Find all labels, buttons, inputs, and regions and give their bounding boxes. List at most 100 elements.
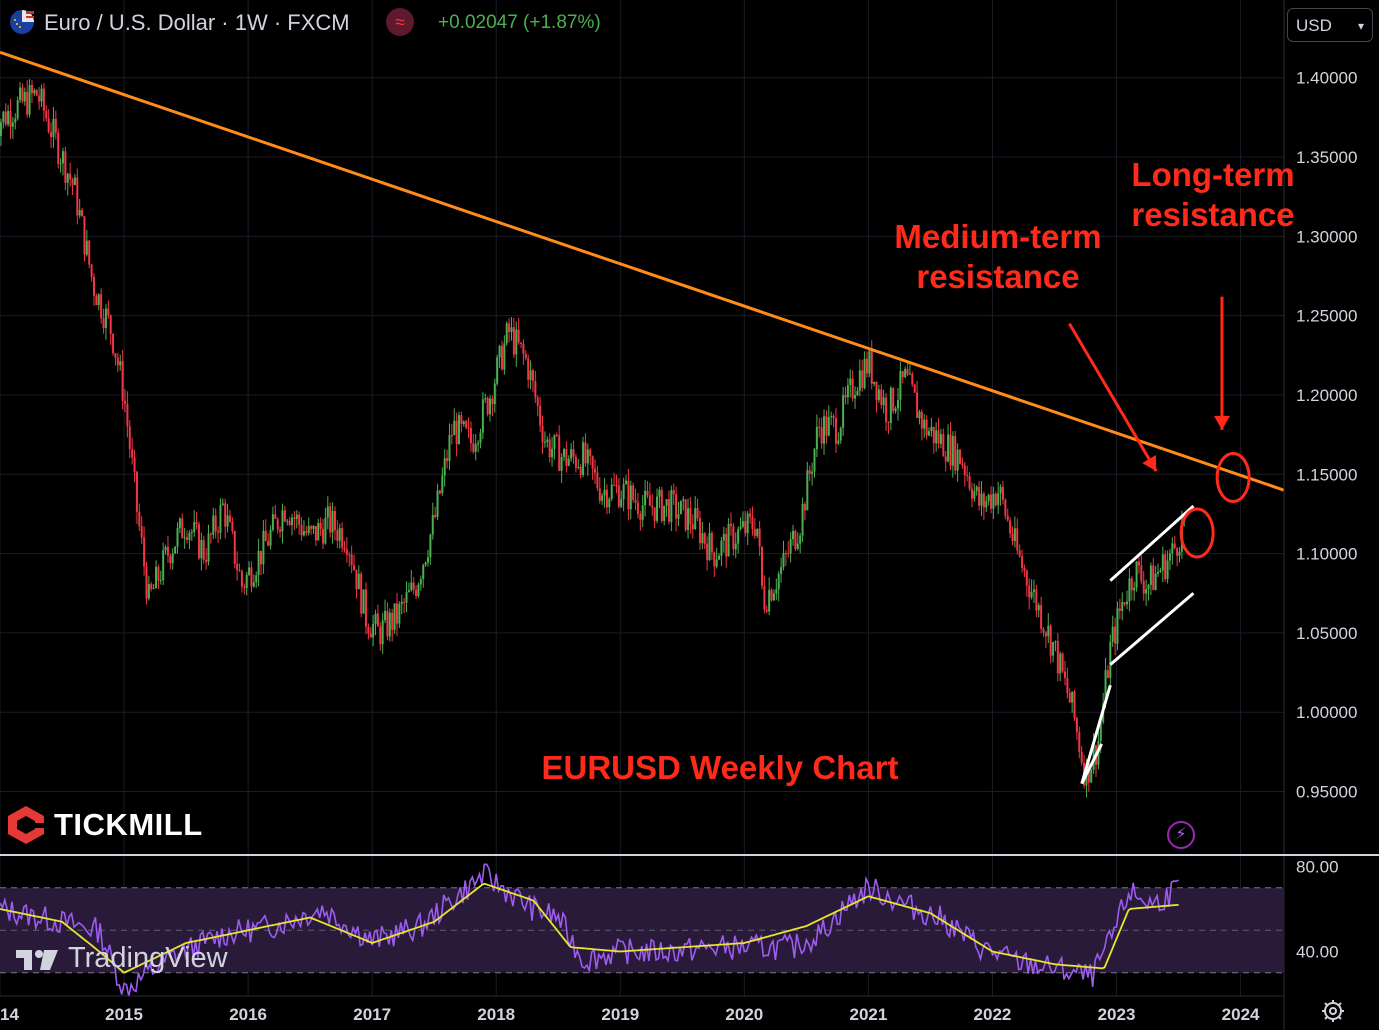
candle-body	[174, 546, 177, 554]
candle-body	[236, 563, 239, 571]
lightning-icon[interactable]: ⚡	[1167, 821, 1195, 849]
candle-body	[951, 436, 954, 466]
candle-body	[753, 529, 756, 536]
candle-body	[226, 515, 229, 527]
wave-icon[interactable]: ≈	[386, 8, 414, 36]
candle-body	[999, 486, 1002, 494]
candle-body	[608, 498, 611, 508]
candle-body	[756, 528, 759, 536]
candle-body	[562, 449, 565, 458]
time-tick-label: 2014	[0, 1005, 19, 1024]
candle-body	[1145, 588, 1148, 594]
resistance-circles	[1179, 451, 1251, 559]
candle-body	[1114, 626, 1117, 644]
candle-body	[427, 557, 429, 563]
candle-body	[324, 517, 327, 544]
candle-body	[975, 486, 978, 492]
candle-body	[949, 434, 952, 466]
candle-body	[1028, 585, 1031, 598]
candle-body	[57, 132, 60, 164]
chevron-down-icon: ▾	[1357, 19, 1364, 33]
price-tick-label: 1.40000	[1296, 69, 1357, 88]
candle-body	[560, 457, 563, 471]
time-tick-label: 2023	[1098, 1005, 1136, 1024]
candle-body	[231, 521, 234, 532]
candle-body	[648, 495, 651, 506]
candle-body	[780, 567, 783, 574]
candle-body	[906, 368, 909, 375]
candle-body	[155, 566, 158, 589]
candle-body	[1157, 572, 1160, 574]
candle-body	[40, 88, 43, 102]
candle-body	[1063, 671, 1066, 678]
candle-body	[574, 456, 577, 468]
candle-body	[813, 449, 816, 472]
candle-body	[849, 378, 852, 386]
candle-body	[658, 489, 661, 497]
candle-body	[219, 504, 222, 533]
support-line[interactable]	[1080, 684, 1112, 785]
candle-body	[782, 553, 785, 568]
candle-body	[572, 449, 575, 457]
gear-icon[interactable]	[1320, 998, 1346, 1024]
long-term-trendline[interactable]	[0, 50, 1285, 492]
candle-body	[689, 508, 692, 525]
candle-body	[660, 489, 663, 521]
candle-body	[1066, 677, 1069, 694]
candle-body	[610, 484, 613, 499]
candle-body	[415, 589, 418, 596]
candle-body	[240, 571, 243, 587]
candle-body	[1006, 515, 1009, 521]
candle-body	[159, 580, 162, 582]
candle-body	[973, 491, 976, 499]
currency-selector[interactable]: USD ▾	[1287, 8, 1373, 42]
support-line-lower[interactable]	[1080, 743, 1103, 785]
channel-lower-line[interactable]	[1109, 592, 1195, 666]
candle-body	[887, 421, 890, 423]
candle-body	[691, 524, 694, 530]
candle-body	[582, 442, 585, 475]
time-tick-label: 2018	[477, 1005, 515, 1024]
candle-body	[794, 530, 797, 549]
candle-body	[190, 531, 193, 533]
price-tick-label: 1.10000	[1296, 545, 1357, 564]
candle-body	[35, 90, 38, 96]
candle-body	[980, 493, 983, 506]
symbol-title[interactable]: Euro / U.S. Dollar · 1W · FXCM	[44, 10, 350, 35]
time-tick-label: 2016	[229, 1005, 267, 1024]
candle-body	[811, 471, 814, 474]
candle-body	[379, 626, 382, 645]
price-tick-label: 1.20000	[1296, 386, 1357, 405]
candle-body	[209, 533, 212, 535]
candle-body	[331, 510, 334, 533]
candle-body	[803, 503, 806, 511]
candle-body	[565, 449, 568, 466]
candle-body	[1149, 565, 1152, 585]
candle-body	[639, 514, 642, 520]
candle-body	[138, 511, 141, 527]
candle-body	[374, 613, 377, 624]
candle-body	[646, 490, 649, 496]
candle-body	[489, 398, 492, 415]
tickmill-logo: TICKMILL	[6, 804, 203, 846]
candle-body	[400, 601, 403, 604]
candle-body	[505, 323, 508, 344]
rsi-tick-label: 40.00	[1296, 943, 1339, 962]
candle-body	[131, 449, 134, 458]
channel-upper-line[interactable]	[1109, 504, 1195, 582]
candle-body	[205, 559, 208, 562]
candle-body	[751, 516, 754, 530]
candle-body	[30, 85, 33, 94]
candle-body	[861, 370, 864, 388]
candle-body	[417, 584, 420, 596]
time-axis-labels: 2014 2015 2016 2017 2018 2019 2020 2021 2022 2023…	[0, 1005, 1260, 1024]
candle-body	[1164, 554, 1167, 580]
candle-body	[534, 380, 537, 398]
candle-body	[720, 540, 723, 556]
candle-body	[4, 111, 7, 125]
candle-body	[343, 547, 346, 550]
candle-body	[1104, 670, 1107, 704]
candle-body	[873, 381, 876, 384]
candle-body	[990, 494, 993, 509]
